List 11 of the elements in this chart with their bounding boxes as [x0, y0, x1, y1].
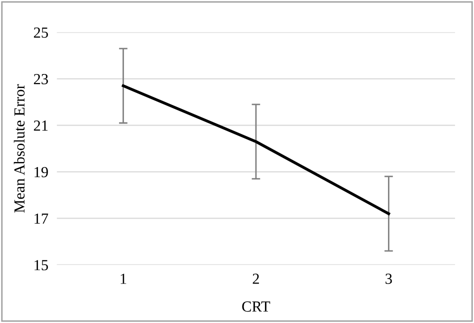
x-tick-label: 3 [386, 274, 392, 284]
y-tick-label: 25 [34, 27, 48, 38]
x-axis-title: CRT [242, 301, 270, 312]
x-tick-label: 1 [120, 274, 126, 284]
y-axis-title: Mean Absolute Error [14, 84, 25, 213]
x-tick-label: 2 [252, 274, 259, 284]
y-tick-label: 15 [34, 260, 48, 270]
y-tick-label: 23 [34, 74, 48, 84]
y-tick-label: 19 [34, 167, 48, 178]
y-tick-label: 21 [34, 120, 48, 131]
y-tick-label: 17 [34, 214, 48, 224]
